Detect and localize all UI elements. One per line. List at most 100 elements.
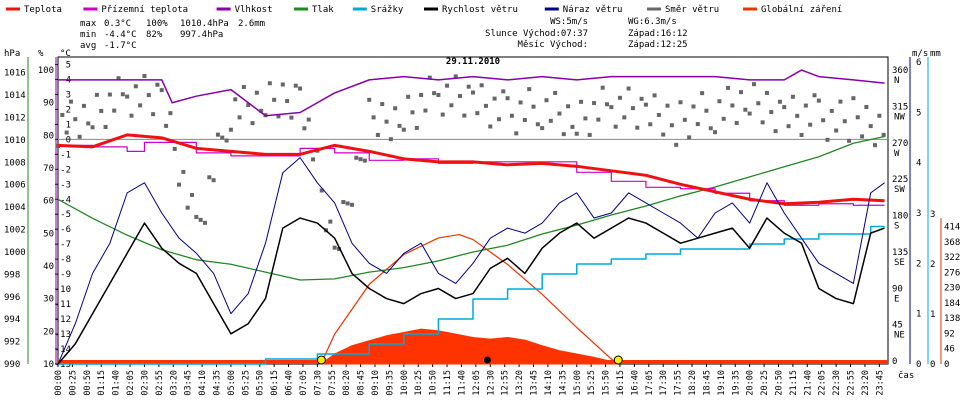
wind-unit: m/s — [912, 49, 928, 59]
dir-label: SW — [894, 185, 905, 195]
pressure-tick: 1008 — [4, 158, 26, 168]
stat-min-label: min — [80, 30, 96, 40]
series-rain — [58, 225, 885, 365]
temp-tick: -12 — [55, 315, 71, 325]
temp-tick: -3 — [60, 180, 71, 190]
humidity-tick: 20 — [43, 327, 54, 337]
wind-dir-point — [362, 158, 367, 163]
wind-dir-point — [570, 124, 575, 129]
wind-dir-point — [687, 135, 692, 140]
x-tick-label: 12:30 — [486, 370, 496, 396]
x-tick-label: 07:55 — [328, 370, 338, 396]
stat-wg: WG:6.3m/s — [628, 17, 677, 27]
temp-tick: -11 — [55, 300, 71, 310]
pressure-tick: 1002 — [4, 226, 26, 236]
pressure-tick: 1006 — [4, 181, 26, 191]
stat-max-rain: 2.6mm — [238, 19, 265, 29]
x-tick-label: 02:05 — [126, 370, 136, 396]
temp-tick: 0 — [66, 135, 71, 145]
x-tick-label: 17:55 — [674, 370, 684, 396]
wind-dir-point — [345, 201, 350, 206]
wind-dir-point — [445, 83, 450, 88]
wind-dir-point — [868, 124, 873, 129]
wind-dir-point — [527, 87, 532, 92]
rad-tick: 276 — [944, 268, 960, 278]
x-tick-label: 02:30 — [140, 370, 150, 396]
wind-dir-point — [661, 132, 666, 137]
wind-dir-point — [721, 116, 726, 121]
x-tick-label: 12:55 — [501, 370, 511, 396]
x-tick-label: 18:45 — [702, 370, 712, 396]
wind-tick: 5 — [916, 108, 921, 118]
stat-avg-label: avg — [80, 41, 96, 51]
wind-dir-point — [440, 112, 445, 117]
wind-dir-point — [228, 127, 233, 132]
humidity-tick: 80 — [43, 131, 54, 141]
wind-dir-point — [215, 132, 220, 137]
wind-dir-point — [190, 192, 195, 197]
wind-dir-point — [99, 108, 104, 113]
x-tick-label: 22:30 — [832, 370, 842, 396]
wind-dir-point — [328, 219, 333, 224]
wind-dir-point — [259, 108, 264, 113]
wind-dir-point — [159, 88, 164, 93]
wind-dir-point — [799, 132, 804, 137]
dir-label: NW — [894, 113, 905, 123]
wind-dir-point — [851, 96, 856, 101]
wind-dir-point — [769, 110, 774, 115]
wind-dir-point — [825, 137, 830, 142]
temp-tick: -6 — [60, 225, 71, 235]
wind-dir-point — [151, 112, 156, 117]
x-tick-label: 12:05 — [472, 370, 482, 396]
wind-dir-point — [514, 131, 519, 136]
wind-dir-point — [224, 138, 229, 143]
wind-dir-point — [479, 83, 484, 88]
wind-dir-point — [829, 108, 834, 113]
sunset-marker — [613, 355, 623, 365]
series-humidity — [58, 69, 885, 117]
temp-tick: 2 — [66, 105, 71, 115]
pressure-tick: 1004 — [4, 203, 26, 213]
dir-label: W — [894, 149, 900, 159]
wind-tick: 0 — [916, 360, 921, 370]
wind-dir-point — [760, 120, 765, 125]
wind-dir-point — [380, 102, 385, 107]
wind-dir-point — [553, 90, 558, 95]
x-tick-label: 04:35 — [213, 370, 223, 396]
pressure-unit: hPa — [4, 49, 20, 59]
rain-tick: 2 — [930, 260, 935, 270]
rad-tick: 184 — [944, 299, 960, 309]
wind-dir-point — [773, 129, 778, 134]
x-tick-label: 20:25 — [760, 370, 770, 396]
wind-dir-point — [808, 122, 813, 127]
wind-dir-point — [488, 124, 493, 129]
x-tick-label: 10:25 — [414, 370, 424, 396]
wind-dir-point — [393, 106, 398, 111]
pressure-tick: 1000 — [4, 248, 26, 258]
sunrise-marker — [316, 355, 326, 365]
stat-sun: Slunce Východ:07:37 — [485, 29, 588, 39]
series-radiation-theoretical — [320, 233, 619, 365]
rad-tick: 138 — [944, 314, 960, 324]
stat-sunset: Západ:16:12 — [628, 29, 688, 39]
wind-dir-point — [544, 98, 549, 103]
wind-dir-point — [881, 132, 886, 137]
series-temperature — [57, 133, 885, 206]
wind-dir-point — [116, 76, 121, 81]
wind-dir-point — [669, 123, 674, 128]
dir-tick: 180 — [892, 212, 908, 222]
wind-dir-point — [682, 117, 687, 122]
temp-tick: -2 — [60, 165, 71, 175]
wind-dir-point — [471, 90, 475, 95]
wind-dir-point — [211, 178, 216, 183]
x-tick-label: 14:35 — [558, 370, 568, 396]
wind-dir-point — [298, 86, 303, 91]
wind-dir-point — [177, 182, 182, 187]
wind-dir-point — [319, 188, 324, 193]
series-radiation-area — [319, 328, 619, 365]
wind-dir-point — [77, 134, 82, 139]
wind-dir-point — [605, 102, 610, 107]
x-tick-label: 22:05 — [818, 370, 828, 396]
wind-dir-point — [747, 111, 752, 116]
x-tick-label: 18:20 — [688, 370, 698, 396]
